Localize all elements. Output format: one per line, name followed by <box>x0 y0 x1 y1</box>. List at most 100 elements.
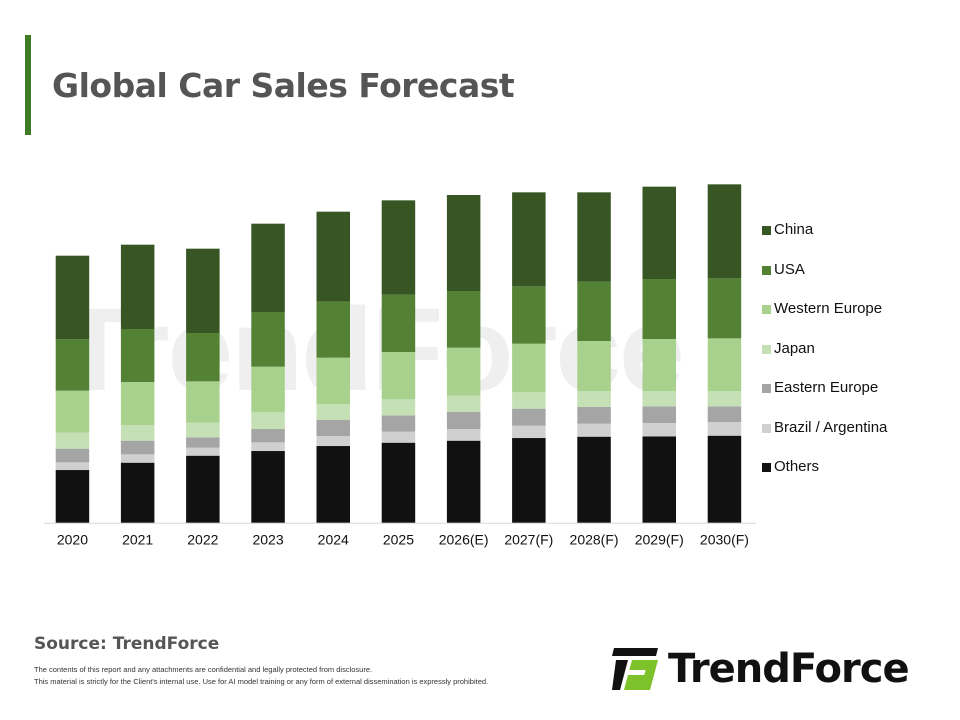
bar-china-2029f <box>642 186 676 280</box>
bar-usa-2023 <box>251 312 285 367</box>
legend-label: USA <box>774 260 805 278</box>
bar-usa-2025 <box>381 294 416 353</box>
bar-china-2028f <box>577 192 611 282</box>
bar-brazil-argentina-2022 <box>186 447 220 456</box>
legend-label: Eastern Europe <box>774 379 879 396</box>
x-tick-label: 2029(F) <box>635 532 684 548</box>
bar-usa-2029f <box>642 279 676 340</box>
bar-china-2027f <box>512 192 546 287</box>
legend-label: Others <box>774 458 820 475</box>
bar-others-2029f <box>642 436 676 523</box>
legend-swatch <box>762 265 771 275</box>
legend-swatch <box>762 384 771 393</box>
bar-others-2026e <box>446 440 481 523</box>
bar-china-2026e <box>446 195 481 292</box>
legend-swatch <box>762 305 771 314</box>
disclaimer-line-1: The contents of this report and any atta… <box>34 665 373 674</box>
bar-others-2025 <box>381 442 416 523</box>
bar-brazil-argentina-2028f <box>577 423 611 437</box>
bar-usa-2030f <box>707 278 742 339</box>
bar-usa-2028f <box>577 281 611 342</box>
bar-japan-2024 <box>316 404 350 421</box>
bar-western-europe-2027f <box>512 343 546 393</box>
bar-western-europe-2030f <box>707 338 742 392</box>
legend-item: Japan <box>762 340 887 380</box>
bar-western-europe-2020 <box>55 390 90 433</box>
bar-japan-2028f <box>577 391 611 408</box>
bar-china-2023 <box>251 223 285 313</box>
legend-swatch <box>762 344 771 354</box>
bar-others-2027f <box>512 438 546 523</box>
legend-item: Eastern Europe <box>762 379 887 419</box>
legend-swatch <box>762 423 771 433</box>
bar-eastern-europe-2027f <box>512 408 546 426</box>
bar-eastern-europe-2025 <box>381 415 416 432</box>
bar-japan-2022 <box>186 422 220 438</box>
bar-western-europe-2024 <box>316 357 350 405</box>
stacked-bar-chart: 2020 2021 2022 2023 2024 2025 2026(E) 2027(F) 20… <box>44 184 756 548</box>
bar-others-2020 <box>55 470 90 523</box>
bar-usa-2027f <box>512 286 546 344</box>
legend-swatch <box>762 463 771 472</box>
bar-japan-2029f <box>642 391 676 407</box>
bar-brazil-argentina-2026e <box>446 429 481 441</box>
bar-eastern-europe-2028f <box>577 407 611 424</box>
bar-brazil-argentina-2030f <box>707 422 742 436</box>
bar-china-2024 <box>316 211 350 302</box>
bar-eastern-europe-2021 <box>120 440 155 455</box>
bar-usa-2020 <box>55 339 90 391</box>
bar-western-europe-2028f <box>577 341 611 392</box>
bar-china-2020 <box>55 255 90 340</box>
bar-usa-2026e <box>446 291 481 348</box>
bar-brazil-argentina-2020 <box>55 462 90 471</box>
bar-eastern-europe-2026e <box>446 411 481 430</box>
x-tick-label: 2030(F) <box>700 532 749 548</box>
bar-brazil-argentina-2025 <box>381 431 416 443</box>
x-tick-label: 2028(F) <box>570 532 619 548</box>
bar-brazil-argentina-2024 <box>316 436 350 447</box>
page-title: Global Car Sales Forecast <box>52 66 515 105</box>
logo-text: TrendForce <box>668 646 910 692</box>
bar-japan-2020 <box>55 432 90 449</box>
bar-japan-2027f <box>512 392 546 409</box>
x-tick-label: 2025 <box>383 532 414 548</box>
legend-item: China <box>762 221 887 261</box>
legend-label: Japan <box>774 339 815 357</box>
bar-usa-2024 <box>316 301 350 358</box>
bar-brazil-argentina-2029f <box>642 423 676 437</box>
legend-label: China <box>774 221 814 238</box>
legend-swatch <box>762 226 771 235</box>
source-label: Source: TrendForce <box>34 634 220 654</box>
bar-usa-2021 <box>120 329 155 383</box>
bar-others-2022 <box>186 455 220 523</box>
bar-china-2022 <box>186 248 220 334</box>
bar-brazil-argentina-2027f <box>512 425 546 439</box>
bar-brazil-argentina-2021 <box>120 454 155 463</box>
trendforce-logo-icon <box>612 648 658 690</box>
x-tick-label: 2023 <box>252 532 283 548</box>
legend-item: Brazil / Argentina <box>762 419 887 459</box>
bar-eastern-europe-2030f <box>707 406 742 423</box>
x-tick-label: 2021 <box>122 532 153 548</box>
bar-china-2021 <box>120 244 155 330</box>
bar-eastern-europe-2029f <box>642 406 676 424</box>
bar-western-europe-2026e <box>446 347 481 396</box>
bar-usa-2022 <box>186 333 220 382</box>
bar-western-europe-2025 <box>381 352 416 400</box>
legend-item: Others <box>762 458 887 498</box>
legend-label: Western Europe <box>774 300 883 317</box>
bar-japan-2026e <box>446 395 481 412</box>
bar-japan-2023 <box>251 412 285 430</box>
x-tick-label: 2027(F) <box>504 532 553 548</box>
bar-others-2028f <box>577 436 611 523</box>
bar-china-2030f <box>707 184 742 279</box>
bar-eastern-europe-2022 <box>186 437 220 448</box>
bar-others-2030f <box>707 435 742 523</box>
bar-western-europe-2022 <box>186 381 220 423</box>
bar-eastern-europe-2024 <box>316 420 350 437</box>
bar-western-europe-2021 <box>120 382 155 426</box>
bar-japan-2025 <box>381 399 416 416</box>
legend-item: Western Europe <box>762 300 887 340</box>
bar-brazil-argentina-2023 <box>251 442 285 452</box>
x-tick-label: 2020 <box>57 532 88 548</box>
